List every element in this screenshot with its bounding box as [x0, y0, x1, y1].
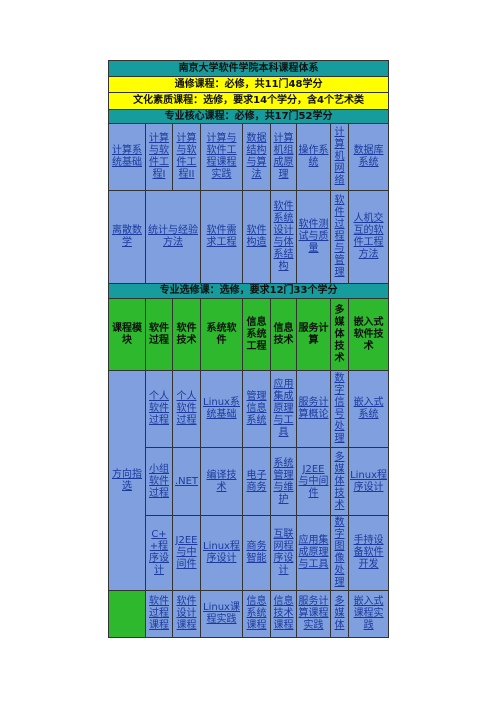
module-cell: 方向指选: [108, 370, 146, 591]
course-cell: Linux程序设计: [200, 515, 243, 591]
table-title: 南京大学软件学院本科课程体系: [107, 60, 390, 77]
course-cell: Linux系统基础: [200, 370, 243, 448]
table-row: 软件过程课程 软件设计课程 Linux课程实践 信息系统课程 信息技术课程 服务计算课程实…: [108, 590, 390, 638]
table-row: 计算系统基础 计算与软件工程I 计算与软件工程II 计算与软件工程课程实践 数据结构与算…: [108, 123, 390, 191]
table-row: 课程模块 软件过程 软件技术 系统软件 信息系统工程 信息技术 服务计算 多媒体技术 嵌入式软件…: [108, 298, 390, 371]
course-cell: 计算与软件工程课程实践: [200, 123, 243, 191]
course-cell: 操作系统: [296, 123, 331, 191]
course-cell: 软件系统设计与体系结构: [270, 190, 297, 284]
course-cell: 个人软件过程: [172, 370, 201, 448]
course-cell: J2EE与中间件: [172, 515, 201, 591]
section-header: 文化素质课程：选修，要求14个学分，含4个艺术类: [107, 92, 390, 110]
course-cell: 数字信号处理: [330, 370, 349, 448]
column-header: 软件技术: [172, 298, 201, 371]
table-row: 文化素质课程：选修，要求14个学分，含4个艺术类: [107, 92, 390, 110]
course-cell: 服务计算概论: [296, 370, 331, 448]
course-cell: 嵌入式系统: [347, 370, 390, 448]
course-cell: J2EE与中间件: [296, 447, 331, 516]
course-cell: 计算系统基础: [108, 123, 146, 191]
course-cell: 软件设计课程: [172, 590, 201, 638]
course-cell: Linux程序设计: [347, 447, 390, 516]
course-cell: 系统管理与维护: [270, 447, 297, 516]
course-cell: 软件过程与管理: [330, 190, 349, 284]
course-cell: 个人软件过程: [145, 370, 173, 448]
course-cell: 应用集成原理与工具: [296, 515, 331, 591]
course-cell: 数据结构与算法: [242, 123, 271, 191]
course-cell: 计算机网络: [330, 123, 349, 191]
table-row: 专业核心课程：必修，共17门52学分: [107, 109, 390, 124]
course-cell: 多媒体技术: [330, 447, 349, 516]
curriculum-table: 南京大学软件学院本科课程体系 通修课程：必修，共11门48学分 文化素质课程：选修，…: [107, 60, 390, 638]
section-header: 专业选修课：选修，要求12门33个学分: [107, 283, 390, 299]
course-cell: 服务计算课程实践: [296, 590, 331, 638]
table-row: C++程序设计 J2EE与中间件 Linux程序设计 商务智能 互联网程序设计 应用集成原…: [109, 515, 390, 591]
column-header: 嵌入式软件技术: [347, 298, 390, 371]
table-row: 专业选修课：选修，要求12门33个学分: [107, 283, 390, 299]
section-header: 通修课程：必修，共11门48学分: [107, 76, 390, 93]
table-row: 通修课程：必修，共11门48学分: [107, 76, 390, 93]
course-cell: 小组软件过程: [145, 447, 173, 516]
column-header: 课程模块: [108, 298, 146, 371]
column-header: 服务计算: [296, 298, 331, 371]
column-header: 信息系统工程: [242, 298, 271, 371]
course-cell: .NET: [172, 447, 201, 516]
section-header: 专业核心课程：必修，共17门52学分: [107, 109, 390, 124]
course-cell: 手持设备软件开发: [347, 515, 390, 591]
empty-cell: [108, 590, 146, 638]
course-cell: 数据库系统: [347, 123, 390, 191]
course-cell: 计算与软件工程I: [145, 123, 173, 191]
course-cell: 软件需求工程: [200, 190, 243, 284]
table-row: 离散数学 统计与经验方法 软件需求工程 软件构造 软件系统设计与体系结构 软件测试与质量软…: [108, 190, 390, 284]
course-cell: 软件过程课程: [145, 590, 173, 638]
column-header: 信息技术: [270, 298, 297, 371]
table-row: 南京大学软件学院本科课程体系: [107, 60, 390, 77]
course-cell: 商务智能: [242, 515, 271, 591]
course-cell: 计算与软件工程II: [172, 123, 201, 191]
course-cell: 信息技术课程: [270, 590, 297, 638]
course-cell: 计算机组成原理: [270, 123, 297, 191]
course-cell: 软件构造: [242, 190, 271, 284]
column-header: 系统软件: [200, 298, 243, 371]
column-header: 多媒体技术: [330, 298, 349, 371]
course-cell: 互联网程序设计: [270, 515, 297, 591]
course-cell: C++程序设计: [145, 515, 173, 591]
course-cell: 电子商务: [242, 447, 271, 516]
course-cell: 软件测试与质量: [296, 190, 331, 284]
course-cell: 编译技术: [200, 447, 243, 516]
table-row: 小组软件过程 .NET 编译技术 电子商务 系统管理与维护 J2EE与中间件 多媒体技术 Li…: [109, 447, 390, 516]
course-cell: 数字图像处理: [330, 515, 349, 591]
course-cell: 应用集成原理与工具: [270, 370, 297, 448]
course-cell: 管理信息系统: [242, 370, 271, 448]
course-cell: 统计与经验方法: [145, 190, 201, 284]
course-cell: 信息系统课程: [242, 590, 271, 638]
table-row: 方向指选 个人软件过程 个人软件过程 Linux系统基础 管理信息系统 应用集成原理与工具…: [108, 370, 390, 591]
course-cell: Linux课程实践: [200, 590, 243, 638]
column-header: 软件过程: [145, 298, 173, 371]
course-cell: 多媒体: [330, 590, 349, 638]
course-cell: 人机交互的软件工程方法: [347, 190, 390, 284]
course-cell: 离散数学: [108, 190, 146, 284]
course-cell: 嵌入式课程实践: [347, 590, 390, 638]
